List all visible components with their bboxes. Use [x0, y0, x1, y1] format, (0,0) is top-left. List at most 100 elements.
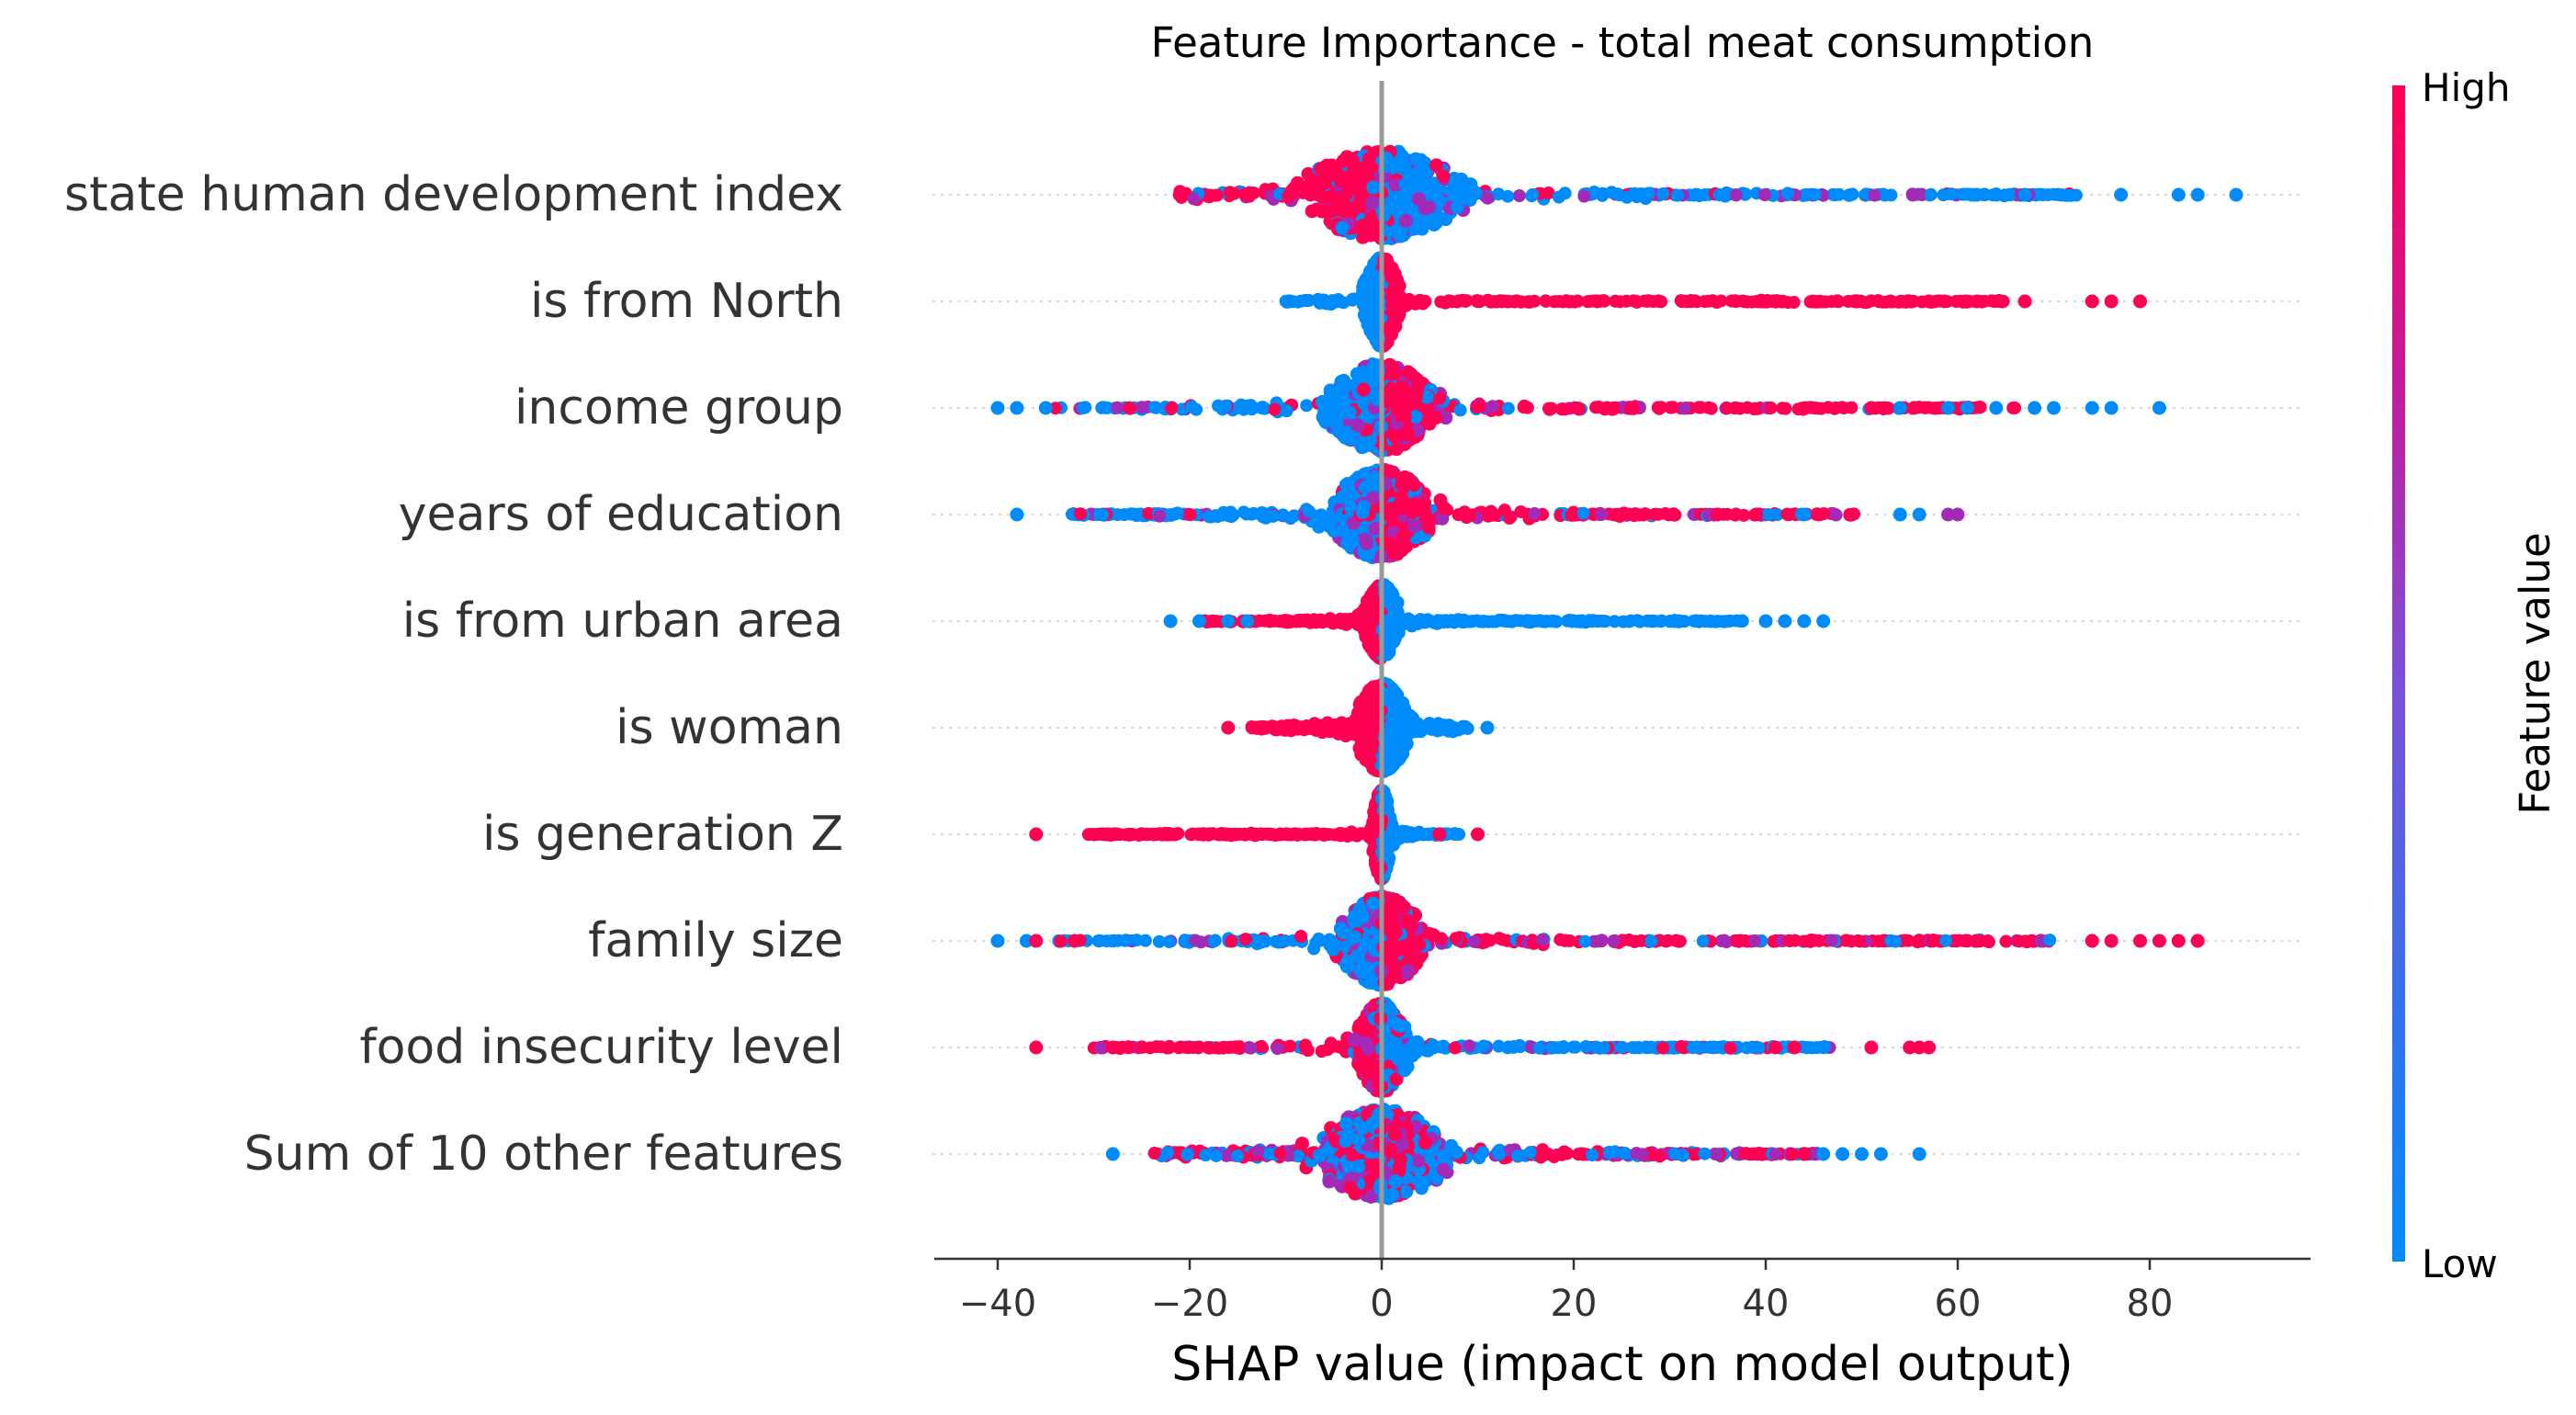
- dot: [1165, 402, 1178, 415]
- dot: [1454, 403, 1467, 416]
- dot: [1572, 402, 1585, 414]
- dot: [1872, 295, 1885, 308]
- dot: [1299, 294, 1312, 307]
- dot: [1417, 828, 1429, 841]
- outlier-dot: [2133, 295, 2147, 309]
- dot: [1797, 403, 1810, 416]
- dot: [1488, 508, 1501, 521]
- dot: [1316, 616, 1328, 628]
- outlier-dot: [2085, 295, 2099, 309]
- feature-dots: [1010, 463, 1964, 564]
- dot: [1868, 189, 1881, 202]
- dot: [1309, 724, 1322, 737]
- outlier-dot: [1922, 295, 1936, 309]
- dot: [1609, 295, 1621, 308]
- dot: [1290, 615, 1303, 628]
- dot: [1257, 507, 1270, 520]
- outlier-dot: [2191, 188, 2205, 202]
- outlier-dot: [1797, 508, 1811, 522]
- outlier-dot: [2028, 402, 2041, 415]
- dot: [1395, 705, 1409, 719]
- dot: [1318, 413, 1332, 427]
- dot: [1310, 186, 1324, 199]
- dot: [1577, 190, 1590, 203]
- dot: [1424, 722, 1437, 735]
- dot: [1324, 190, 1338, 204]
- outlier-dot: [1221, 615, 1235, 628]
- outlier-dot: [1960, 402, 1974, 415]
- dot: [1764, 402, 1777, 414]
- dot: [1303, 505, 1316, 518]
- dot: [1992, 295, 2005, 308]
- dot: [1721, 402, 1734, 414]
- dot: [1357, 383, 1371, 397]
- dot: [1565, 509, 1577, 522]
- dot: [1203, 190, 1215, 203]
- dot: [1399, 214, 1413, 228]
- dot: [1282, 294, 1295, 307]
- outlier-dot: [2085, 402, 2099, 415]
- dot: [1526, 188, 1539, 201]
- dot: [1689, 188, 1702, 201]
- dot: [1096, 508, 1109, 521]
- dot: [1393, 279, 1407, 293]
- dot: [1155, 828, 1168, 841]
- dot: [1689, 615, 1702, 628]
- dot: [1439, 297, 1452, 310]
- dot: [1203, 510, 1215, 523]
- dot: [1097, 828, 1110, 841]
- dot: [1077, 402, 1090, 414]
- dot: [1420, 412, 1434, 425]
- dot: [1135, 401, 1148, 413]
- outlier-dot: [1039, 402, 1053, 415]
- dot: [1124, 402, 1136, 415]
- outlier-dot: [1797, 615, 1811, 628]
- dot: [1124, 508, 1136, 521]
- dot: [1499, 615, 1512, 628]
- dot: [1668, 508, 1681, 521]
- dot: [1458, 505, 1471, 518]
- dot: [1280, 404, 1293, 417]
- dot: [1284, 512, 1297, 525]
- dot: [1384, 381, 1398, 395]
- dot: [1567, 615, 1580, 628]
- dot: [1428, 218, 1441, 232]
- dot: [1312, 520, 1326, 534]
- outlier-dot: [1970, 295, 1983, 309]
- dot: [1925, 188, 1938, 201]
- outlier-dot: [2047, 402, 2061, 415]
- outlier-dot: [1883, 295, 1897, 309]
- dot: [1938, 295, 1951, 308]
- outlier-dot: [2114, 188, 2128, 202]
- outlier-dot: [2152, 402, 2166, 415]
- dot: [1671, 189, 1684, 202]
- dot: [1522, 295, 1535, 308]
- dot: [1627, 402, 1640, 415]
- dot: [1111, 402, 1124, 414]
- dot: [1882, 402, 1895, 414]
- dot: [1830, 509, 1843, 522]
- dot: [1235, 399, 1248, 412]
- dot: [1400, 737, 1414, 751]
- dot: [1356, 505, 1370, 519]
- dot: [1730, 508, 1743, 521]
- dot: [1846, 187, 1859, 200]
- dot: [1690, 295, 1703, 308]
- dot: [1279, 724, 1292, 737]
- dot: [1219, 400, 1232, 413]
- dot: [1173, 188, 1186, 201]
- dot: [1665, 402, 1678, 414]
- dot: [1254, 827, 1267, 840]
- dot: [1327, 617, 1339, 629]
- outlier-dot: [1989, 402, 2003, 415]
- dot: [1390, 442, 1404, 456]
- outlier-dot: [2018, 295, 2032, 309]
- dot: [1836, 401, 1848, 413]
- dot: [1828, 188, 1841, 201]
- dot: [1247, 721, 1260, 734]
- dot: [1861, 296, 1874, 309]
- outlier-dot: [1480, 721, 1494, 735]
- feature-dots: [1029, 784, 1485, 886]
- outlier-dot: [2105, 295, 2118, 309]
